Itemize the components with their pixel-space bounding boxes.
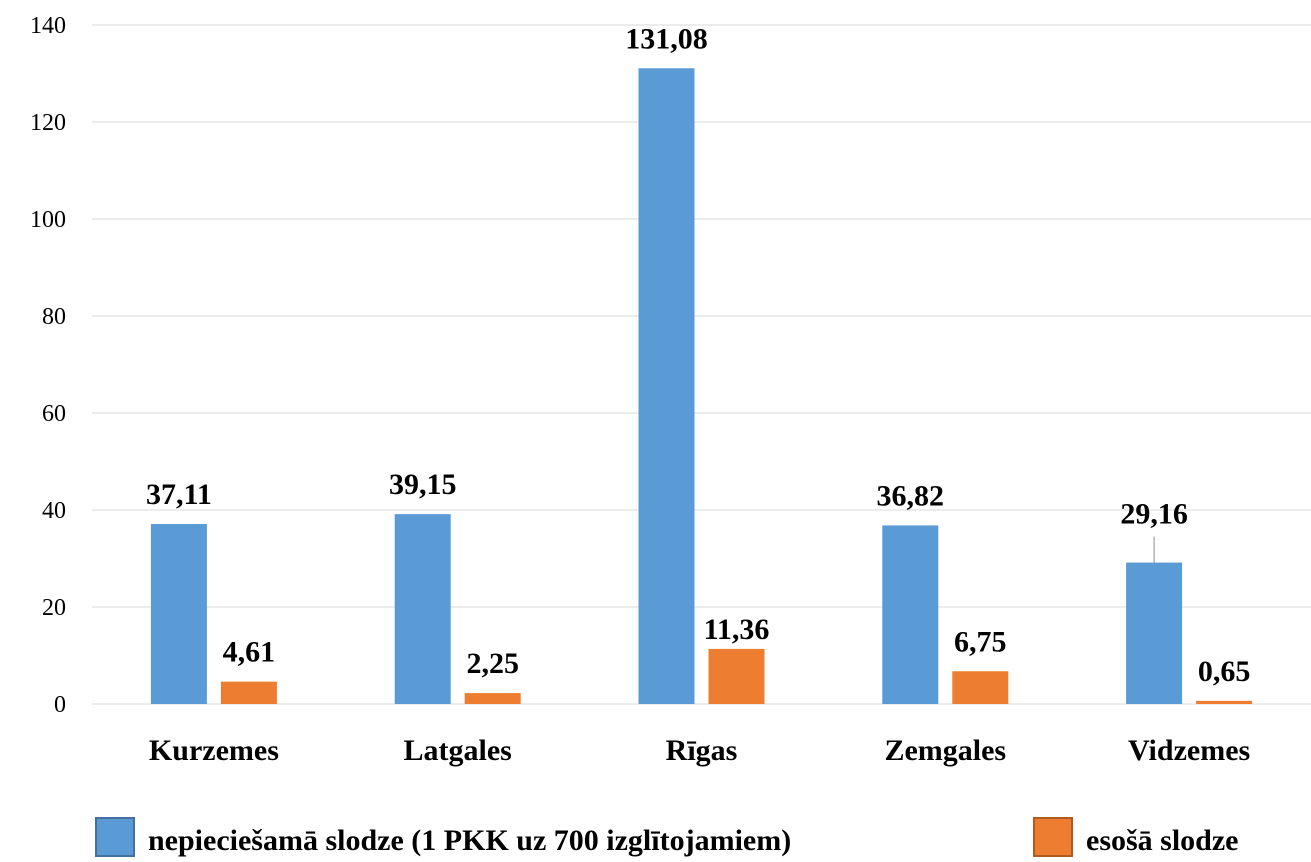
- data-label: 36,82: [877, 479, 945, 512]
- data-label: 2,25: [466, 647, 519, 680]
- data-labels: 37,11 4,61 39,15 2,25 131,08 11,36 36,82 6,75 29…: [146, 22, 1250, 688]
- bar-required: [882, 525, 939, 704]
- bars: [150, 68, 1253, 704]
- data-label: 11,36: [704, 613, 770, 646]
- y-tick-label: 80: [42, 304, 66, 330]
- legend-swatch: [1033, 817, 1073, 857]
- bar-existing: [464, 693, 521, 704]
- data-label: 4,61: [223, 636, 276, 669]
- data-label: 6,75: [954, 625, 1007, 658]
- legend-label: nepieciešamā slodze (1 PKK uz 700 izglīt…: [148, 824, 791, 857]
- y-tick-label: 120: [30, 110, 66, 136]
- bar-existing: [708, 648, 765, 704]
- data-label: 39,15: [389, 468, 457, 501]
- category-label: Latgales: [404, 734, 512, 767]
- data-label: 131,08: [625, 22, 708, 55]
- category-labels: Kurzemes Latgales Rīgas Zemgales Vidzemes: [149, 734, 1250, 767]
- data-label: 29,16: [1120, 498, 1188, 531]
- data-label: 37,11: [146, 478, 212, 511]
- bar-required: [150, 524, 207, 704]
- y-tick-label: 100: [30, 207, 66, 233]
- category-label: Vidzemes: [1128, 734, 1250, 767]
- legend-label: esošā slodze: [1086, 824, 1239, 857]
- bar-required: [1126, 562, 1183, 704]
- y-tick-label: 140: [30, 13, 66, 39]
- legend-swatch: [95, 817, 135, 857]
- y-tick-label: 20: [42, 595, 66, 621]
- gridlines: [92, 24, 1311, 705]
- category-label: Rīgas: [666, 734, 738, 767]
- y-tick-label: 60: [42, 401, 66, 427]
- y-axis-ticks: 0 20 40 60 80 100 120 140: [30, 13, 66, 718]
- legend: nepieciešamā slodze (1 PKK uz 700 izglīt…: [95, 817, 1239, 857]
- bar-required: [638, 68, 695, 704]
- y-tick-label: 40: [42, 498, 66, 524]
- y-tick-label: 0: [54, 692, 66, 718]
- data-label: 0,65: [1198, 655, 1251, 688]
- category-label: Zemgales: [884, 734, 1006, 767]
- bar-existing: [220, 681, 277, 704]
- category-label: Kurzemes: [149, 734, 279, 767]
- bar-existing: [952, 671, 1009, 704]
- bar-existing: [1196, 700, 1253, 704]
- bar-required: [394, 514, 451, 704]
